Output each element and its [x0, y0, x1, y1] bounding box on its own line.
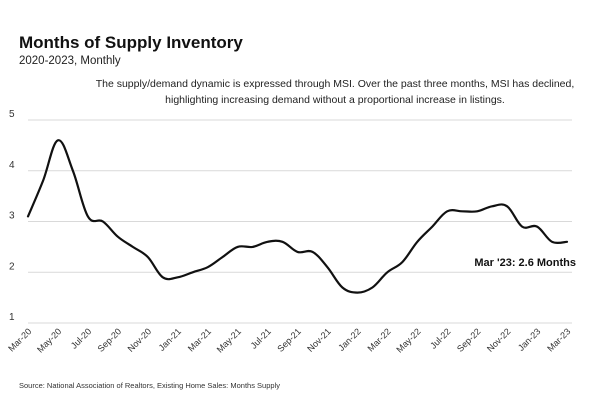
x-tick-label: Sep-20	[96, 326, 124, 354]
x-tick-label: Sep-22	[455, 326, 483, 354]
chart-annotation: The supply/demand dynamic is expressed t…	[85, 76, 585, 108]
source-note: Source: National Association of Realtors…	[19, 381, 280, 390]
x-tick-label: Nov-21	[305, 326, 333, 354]
x-tick-label: Jul-21	[249, 326, 273, 350]
y-tick-label: 5	[9, 109, 15, 120]
series-line-months-supply	[26, 139, 569, 294]
chart-subtitle: 2020-2023, Monthly	[19, 55, 121, 67]
x-tick-label: May-21	[215, 326, 243, 354]
x-tick-label: Jan-21	[157, 326, 184, 353]
y-tick-label: 1	[9, 312, 15, 323]
x-tick-label: Jul-22	[428, 326, 452, 350]
x-tick-label: Nov-20	[126, 326, 154, 354]
x-tick-label: Jan-22	[336, 326, 363, 353]
x-tick-label: May-22	[394, 326, 422, 354]
x-tick-label: Mar-21	[186, 326, 213, 353]
chart-title: Months of Supply Inventory	[19, 33, 243, 52]
x-tick-label: Sep-21	[275, 326, 303, 354]
x-tick-label: Jul-20	[69, 326, 93, 350]
y-tick-label: 4	[9, 160, 15, 171]
x-tick-label: Nov-22	[485, 326, 513, 354]
x-tick-label: Mar-23	[545, 326, 572, 353]
last-value-label: Mar '23: 2.6 Months	[474, 257, 576, 269]
y-tick-label: 2	[9, 261, 15, 272]
grid-lines	[28, 119, 572, 324]
x-tick-label: Jan-23	[516, 326, 543, 353]
x-tick-label: May-20	[35, 326, 63, 354]
annotation-line-2: highlighting increasing demand without a…	[165, 94, 505, 106]
x-tick-label: Mar-22	[366, 326, 393, 353]
x-tick-label: Mar-20	[6, 326, 33, 353]
y-tick-label: 3	[9, 211, 15, 222]
x-axis-ticks: Mar-20 May-20 Jul-20 Sep-20 Nov-20 Jan-21 Mar-…	[6, 326, 572, 354]
y-axis-ticks: 1 2 3 4 5	[9, 109, 15, 323]
annotation-line-1: The supply/demand dynamic is expressed t…	[95, 78, 575, 90]
